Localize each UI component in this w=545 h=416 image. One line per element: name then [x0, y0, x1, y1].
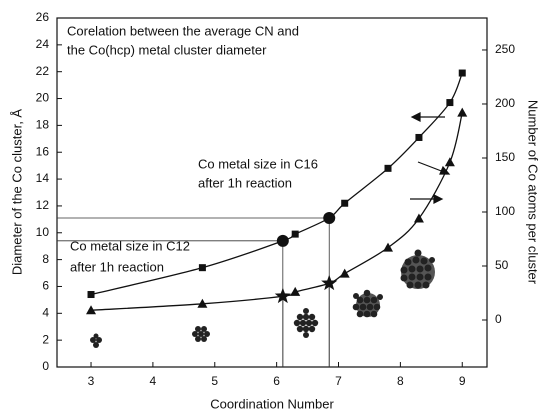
y-tick-label: 6 — [42, 279, 49, 293]
star-marker — [321, 274, 338, 291]
triangle-marker — [86, 305, 97, 315]
y2-axis-label: Number of Co atoms per cluster — [526, 100, 541, 285]
y-tick-label: 16 — [36, 144, 50, 158]
x-tick-label: 5 — [211, 374, 218, 388]
square-marker — [458, 69, 466, 77]
y-tick-label: 10 — [36, 225, 50, 239]
y-tick-label: 2 — [42, 332, 49, 346]
circle-marker — [323, 212, 336, 225]
y-tick-label: 8 — [42, 252, 49, 266]
x-tick-label: 7 — [335, 374, 342, 388]
square-marker — [87, 291, 95, 299]
annotation: after 1h reaction — [70, 259, 164, 274]
star-marker — [274, 287, 291, 304]
annotation: Co metal size in C16 — [198, 156, 318, 171]
y-tick-label: 22 — [36, 64, 50, 78]
y-tick-label: 4 — [42, 305, 49, 319]
y2-tick-label: 250 — [495, 42, 515, 56]
square-marker — [384, 164, 392, 172]
square-marker — [291, 230, 299, 238]
y2-tick-label: 200 — [495, 96, 515, 110]
y-tick-label: 26 — [36, 10, 50, 24]
triangle-marker — [413, 213, 424, 223]
y2-tick-label: 100 — [495, 204, 515, 218]
square-marker — [198, 264, 206, 272]
circle-marker — [276, 234, 289, 247]
chart-title: the Co(hcp) metal cluster diameter — [67, 42, 267, 57]
annotation: after 1h reaction — [198, 175, 292, 190]
chart-title: Corelation between the average CN and — [67, 23, 299, 38]
triangle-marker — [444, 157, 455, 167]
y2-tick-label: 150 — [495, 150, 515, 164]
x-axis-label: Coordination Number — [210, 396, 334, 411]
x-tick-label: 4 — [150, 374, 157, 388]
x-tick-label: 9 — [459, 374, 466, 388]
y-tick-label: 18 — [36, 118, 50, 132]
x-tick-label: 6 — [273, 374, 280, 388]
triangle-marker — [457, 107, 468, 117]
y-tick-label: 24 — [36, 37, 50, 51]
y-axis-label: Diameter of the Co cluster, Å — [9, 109, 24, 276]
square-marker — [415, 133, 423, 141]
annotation: Co metal size in C12 — [70, 238, 190, 253]
y-tick-label: 0 — [42, 359, 49, 373]
y-tick-label: 12 — [36, 198, 50, 212]
triangle-marker — [197, 298, 208, 308]
triangle-marker — [339, 268, 350, 278]
triangle-marker — [290, 286, 301, 296]
square-marker — [341, 199, 349, 207]
square-marker — [446, 99, 454, 107]
triangle-marker — [383, 242, 394, 252]
y2-tick-label: 0 — [495, 312, 502, 326]
y2-tick-label: 50 — [495, 258, 509, 272]
cluster-illustrations — [90, 249, 435, 348]
y-tick-label: 20 — [36, 91, 50, 105]
x-tick-label: 8 — [397, 374, 404, 388]
x-tick-label: 3 — [88, 374, 95, 388]
y-tick-label: 14 — [36, 171, 50, 185]
plot-frame — [56, 17, 488, 368]
